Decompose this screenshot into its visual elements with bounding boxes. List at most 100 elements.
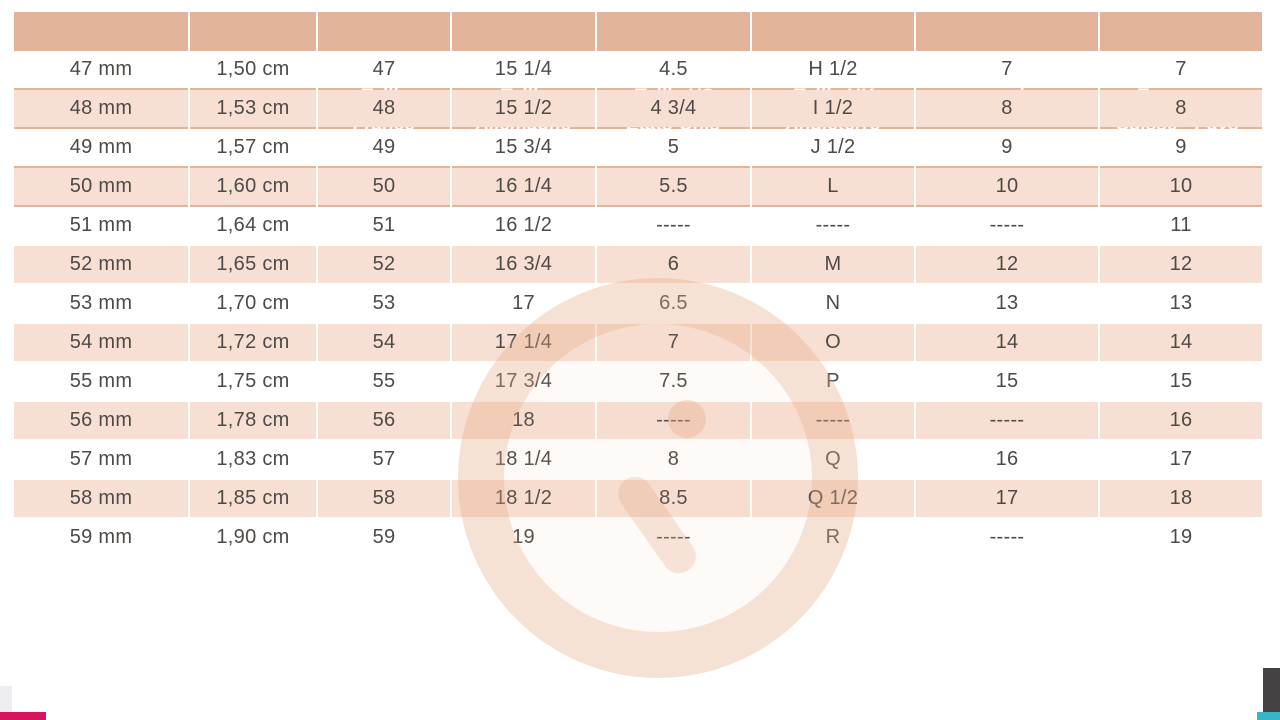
table-cell: 1,90 cm (190, 519, 316, 556)
table-cell: 49 (318, 129, 450, 166)
table-cell: ----- (752, 207, 914, 244)
table-cell: 49 mm (14, 129, 188, 166)
table-cell: 8 (597, 441, 750, 478)
table-cell: ----- (916, 402, 1098, 439)
table-cell: 12 (916, 246, 1098, 283)
table-cell: 8.5 (597, 480, 750, 517)
table-cell: 5 (597, 129, 750, 166)
table-cell: 50 (318, 168, 450, 205)
table-cell: 52 (318, 246, 450, 283)
table-cell: 17 (916, 480, 1098, 517)
table-cell: 11 (1100, 207, 1262, 244)
table-cell: 59 mm (14, 519, 188, 556)
table-cell: 1,83 cm (190, 441, 316, 478)
table-cell: 1,75 cm (190, 363, 316, 400)
table-cell: 6 (597, 246, 750, 283)
table-cell: Q (752, 441, 914, 478)
table-cell: 17 (452, 285, 595, 322)
table-cell: 13 (916, 285, 1098, 322)
table-cell: I 1/2 (752, 90, 914, 127)
table-cell: 47 mm (14, 51, 188, 88)
table-cell: 50 mm (14, 168, 188, 205)
table-cell: H 1/2 (752, 51, 914, 88)
table-cell: 51 (318, 207, 450, 244)
table-cell: 8 (916, 90, 1098, 127)
table-cell: 57 mm (14, 441, 188, 478)
table-cell: 55 (318, 363, 450, 400)
table-cell: 1,72 cm (190, 324, 316, 361)
table-cell: 56 (318, 402, 450, 439)
table-cell: 4 3/4 (597, 90, 750, 127)
table-cell: 15 3/4 (452, 129, 595, 166)
table-cell: O (752, 324, 914, 361)
table-cell: 18 (1100, 480, 1262, 517)
table-cell: ----- (597, 402, 750, 439)
table-cell: 57 (318, 441, 450, 478)
table-cell: 1,60 cm (190, 168, 316, 205)
table-cell: 17 3/4 (452, 363, 595, 400)
table-cell: 1,64 cm (190, 207, 316, 244)
bottom-right-teal-bar (1257, 712, 1280, 720)
table-cell: 1,70 cm (190, 285, 316, 322)
table-cell: 16 (916, 441, 1098, 478)
table-cell: 7.5 (597, 363, 750, 400)
table-cell: 48 (318, 90, 450, 127)
table-cell: 16 (1100, 402, 1262, 439)
table-cell: 18 1/2 (452, 480, 595, 517)
table-cell: ----- (752, 402, 914, 439)
ring-size-conversion-table: Taille circonférence (mm)Diamètre intéri… (14, 12, 1262, 556)
table-cell: 54 mm (14, 324, 188, 361)
table-cell: 7 (1100, 51, 1262, 88)
table-cell: 10 (1100, 168, 1262, 205)
table-cell: 14 (1100, 324, 1262, 361)
table-cell: 1,53 cm (190, 90, 316, 127)
table-cell: 1,85 cm (190, 480, 316, 517)
table-cell: 5.5 (597, 168, 750, 205)
table-cell: Q 1/2 (752, 480, 914, 517)
table-cell: 15 1/4 (452, 51, 595, 88)
table-cell: 6.5 (597, 285, 750, 322)
table-cell: 17 1/4 (452, 324, 595, 361)
table-cell: 52 mm (14, 246, 188, 283)
table-cell: P (752, 363, 914, 400)
table-cell: 1,65 cm (190, 246, 316, 283)
table-cell: 12 (1100, 246, 1262, 283)
table-cell: ----- (597, 519, 750, 556)
table-cell: 48 mm (14, 90, 188, 127)
table-cell: 51 mm (14, 207, 188, 244)
table-cell: 58 mm (14, 480, 188, 517)
table-cell: 4.5 (597, 51, 750, 88)
table-cell: 15 (1100, 363, 1262, 400)
table-cell: 19 (1100, 519, 1262, 556)
table-cell: ----- (916, 207, 1098, 244)
table-cell: 1,50 cm (190, 51, 316, 88)
table-cell: 56 mm (14, 402, 188, 439)
table-cell: 16 1/4 (452, 168, 595, 205)
table-cell: 19 (452, 519, 595, 556)
table-cell: 18 (452, 402, 595, 439)
table-cell: 16 3/4 (452, 246, 595, 283)
table-cell: 7 (597, 324, 750, 361)
table-cell: L (752, 168, 914, 205)
table-cell: 47 (318, 51, 450, 88)
table-cell: 59 (318, 519, 450, 556)
table-cell: 54 (318, 324, 450, 361)
table-cell: 16 1/2 (452, 207, 595, 244)
left-edge-gray-strip (0, 686, 12, 713)
table-cell: 17 (1100, 441, 1262, 478)
table-cell: 1,57 cm (190, 129, 316, 166)
bottom-right-charcoal-bar (1263, 668, 1280, 712)
table-cell: 9 (916, 129, 1098, 166)
table-cell: ----- (597, 207, 750, 244)
table-cell: 8 (1100, 90, 1262, 127)
table-cell: 1,78 cm (190, 402, 316, 439)
table-cell: ----- (916, 519, 1098, 556)
table-cell: J 1/2 (752, 129, 914, 166)
table-cell: 10 (916, 168, 1098, 205)
table-cell: N (752, 285, 914, 322)
table-cell: 18 1/4 (452, 441, 595, 478)
table-cell: 55 mm (14, 363, 188, 400)
table-cell: 15 1/2 (452, 90, 595, 127)
bottom-left-magenta-bar (0, 712, 46, 720)
table-cell: 13 (1100, 285, 1262, 322)
